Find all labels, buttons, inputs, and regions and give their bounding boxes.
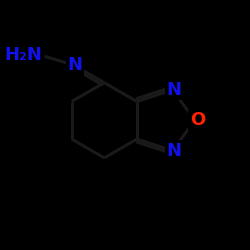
- Text: N: N: [166, 81, 181, 99]
- Text: H₂N: H₂N: [4, 46, 42, 64]
- Text: N: N: [166, 142, 181, 160]
- Text: N: N: [68, 56, 82, 74]
- Text: O: O: [190, 111, 205, 129]
